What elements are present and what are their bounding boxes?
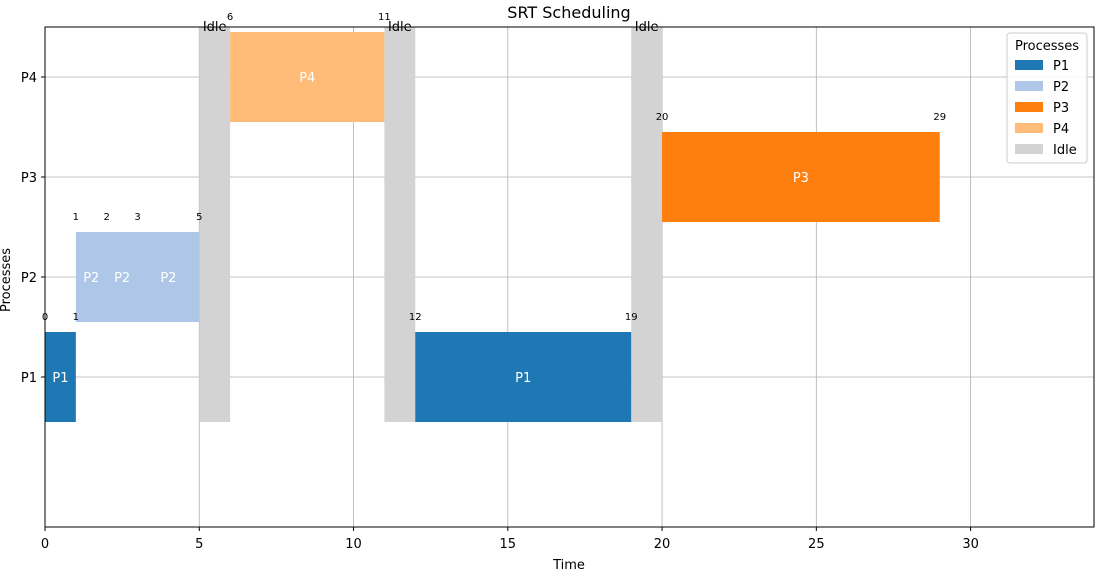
time-marker: 11 bbox=[378, 12, 391, 23]
process-bar-p4 bbox=[230, 32, 385, 122]
x-tick-label: 10 bbox=[345, 537, 362, 552]
time-marker: 29 bbox=[933, 112, 946, 123]
legend-label: P2 bbox=[1053, 80, 1069, 95]
time-marker: 2 bbox=[104, 212, 110, 223]
legend: Processes P1 P2 P3 P4 Idle bbox=[1006, 32, 1088, 164]
bar-label: P1 bbox=[52, 371, 68, 386]
idle-layer bbox=[199, 27, 663, 422]
bar-label: P1 bbox=[515, 371, 531, 386]
process-bar-p3 bbox=[662, 132, 940, 222]
x-tick-label: 30 bbox=[962, 537, 979, 552]
time-marker: 5 bbox=[196, 212, 202, 223]
idle-block bbox=[199, 27, 231, 422]
time-marker: 19 bbox=[625, 312, 638, 323]
x-tick-label: 20 bbox=[654, 537, 671, 552]
process-bar-p1 bbox=[415, 332, 632, 422]
time-marker: 1 bbox=[73, 212, 79, 223]
legend-entries: P1 P2 P3 P4 Idle bbox=[1015, 59, 1077, 158]
x-tick-label: 0 bbox=[41, 537, 49, 552]
legend-swatch bbox=[1015, 144, 1043, 154]
y-tick-label: P1 bbox=[21, 371, 37, 386]
time-marker: 12 bbox=[409, 312, 422, 323]
bar-layer bbox=[45, 32, 940, 422]
time-marker: 20 bbox=[656, 112, 669, 123]
legend-swatch bbox=[1015, 81, 1043, 91]
bar-label: P3 bbox=[793, 171, 809, 186]
time-marker: 1 bbox=[73, 312, 79, 323]
time-marker: 6 bbox=[227, 12, 233, 23]
y-axis-label: Processes bbox=[0, 248, 14, 312]
x-tick-label: 25 bbox=[808, 537, 825, 552]
time-marker: 3 bbox=[134, 212, 140, 223]
chart-title: SRT Scheduling bbox=[507, 3, 630, 22]
legend-label: P4 bbox=[1053, 122, 1069, 137]
legend-swatch bbox=[1015, 60, 1043, 70]
process-bar-p2 bbox=[75, 232, 200, 322]
bar-label: P2 bbox=[160, 271, 176, 286]
legend-swatch bbox=[1015, 102, 1043, 112]
bar-label: P2 bbox=[83, 271, 99, 286]
legend-label: P1 bbox=[1053, 59, 1069, 74]
legend-title: Processes bbox=[1015, 39, 1079, 54]
idle-block bbox=[631, 27, 663, 422]
legend-label: P3 bbox=[1053, 101, 1069, 116]
y-tick-label: P2 bbox=[21, 271, 37, 286]
bar-label: P2 bbox=[114, 271, 130, 286]
x-axis-label: Time bbox=[552, 558, 585, 570]
x-tick-label: 5 bbox=[195, 537, 203, 552]
idle-block bbox=[384, 27, 416, 422]
x-tick-label: 15 bbox=[500, 537, 517, 552]
legend-label: Idle bbox=[1053, 143, 1077, 158]
legend-swatch bbox=[1015, 123, 1043, 133]
process-bar-p1 bbox=[45, 332, 76, 422]
bar-label: P4 bbox=[299, 71, 315, 86]
y-tick-label: P4 bbox=[21, 71, 37, 86]
y-tick-label: P3 bbox=[21, 171, 37, 186]
